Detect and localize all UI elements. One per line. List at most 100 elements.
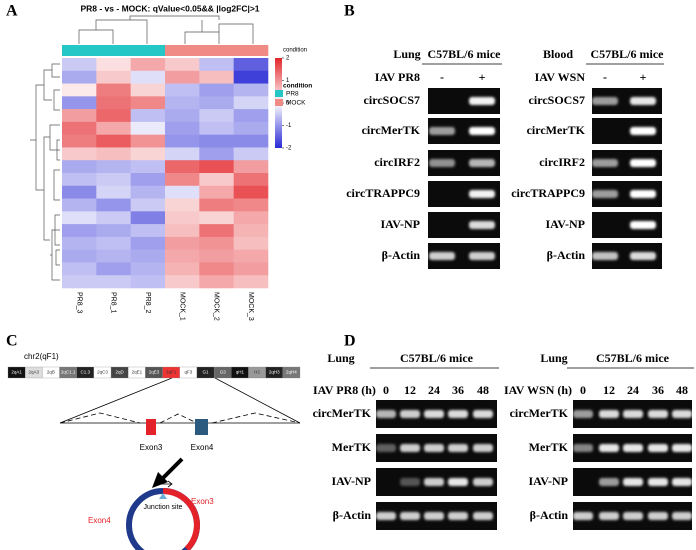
exon-label: Exon4: [191, 443, 214, 452]
band-label: 2qC1.1: [61, 370, 76, 375]
lane-label: 0: [580, 383, 586, 397]
lane-label: 36: [652, 383, 664, 397]
row-label: circIRF2: [374, 155, 420, 169]
exon4-box: [195, 419, 208, 435]
tissue-label: Lung: [393, 47, 420, 61]
treatment-label: IAV PR8 (h): [313, 383, 376, 397]
gel-band: [424, 512, 444, 520]
strain-label: C57BL/6 mice: [428, 47, 502, 61]
lane-label: 12: [603, 383, 615, 397]
band-label: 2qH3: [269, 370, 280, 375]
gel-band: [448, 444, 468, 452]
gel-band: [469, 127, 495, 135]
heatmap-cell: [62, 58, 97, 72]
heatmap-cell: [199, 224, 234, 238]
heatmap-cell: [62, 211, 97, 225]
band-label: G1: [203, 370, 210, 375]
gel-band: [648, 512, 668, 520]
panel-label: C: [6, 333, 18, 350]
heatmap-cell: [96, 236, 131, 250]
tissue-label: Lung: [540, 351, 567, 365]
band-label: 2qE3: [149, 370, 160, 375]
row-label: β-Actin: [530, 508, 569, 522]
heatmap-cell: [62, 147, 97, 161]
heatmap-cell: [165, 262, 200, 276]
lane-label: 12: [404, 383, 416, 397]
panel-label: D: [344, 333, 356, 350]
heatmap-cell: [165, 58, 200, 72]
row-label: IAV-NP: [331, 474, 371, 488]
lane-label: -: [440, 70, 444, 84]
row-label: IAV-NP: [528, 474, 568, 488]
heatmap-cell: [96, 249, 131, 263]
lane-label: -: [603, 70, 607, 84]
colorbar-tick-label: 2: [286, 56, 290, 62]
band-label: C1.3: [81, 370, 91, 375]
gel-band: [592, 159, 618, 167]
gel-band: [592, 190, 618, 198]
column-label: PR8_2: [144, 292, 151, 314]
gel-band: [648, 444, 668, 452]
gel-band: [630, 127, 656, 135]
heatmap-cell: [233, 134, 269, 148]
gel-band: [473, 410, 493, 418]
heatmap-cell: [130, 211, 166, 225]
heatmap-cell: [130, 236, 166, 250]
row-label: β-Actin: [333, 508, 372, 522]
heatmap-cell: [199, 83, 234, 97]
heatmap-cell: [130, 134, 166, 148]
gel-band: [672, 444, 692, 452]
heatmap-cell: [62, 185, 97, 199]
band-label: 2qE1: [132, 370, 143, 375]
row-label: circMerTK: [510, 406, 569, 420]
gel-band: [630, 252, 656, 260]
heatmap-cell: [199, 185, 234, 199]
gel-band: [592, 97, 618, 105]
heatmap-cell: [233, 249, 269, 263]
heatmap-cell: [130, 262, 166, 276]
heatmap-cell: [165, 173, 200, 187]
band-label: qF3: [184, 370, 192, 375]
heatmap-cell: [165, 96, 200, 110]
colorbar-tick-label: -1: [286, 123, 292, 129]
row-label: circSOCS7: [529, 93, 585, 107]
column-dendrogram: [78, 15, 254, 44]
heatmap-cell: [62, 173, 97, 187]
direction-arrow: [158, 480, 173, 488]
condition-cell: [62, 45, 97, 56]
row-label: circSOCS7: [364, 93, 420, 107]
heatmap-cell: [96, 262, 131, 276]
condition-cell: [233, 45, 269, 56]
gel-band: [630, 159, 656, 167]
heatmap-cell: [165, 134, 200, 148]
heatmap-cell: [62, 198, 97, 212]
row-label: circIRF2: [539, 155, 585, 169]
heatmap-cell: [96, 211, 131, 225]
gel-band: [672, 512, 692, 520]
heatmap-cell: [199, 198, 234, 212]
heatmap-cell: [62, 109, 97, 123]
heatmap-cell: [199, 275, 234, 289]
heatmap-cell: [165, 198, 200, 212]
row-label: IAV-NP: [545, 217, 585, 231]
gel-band: [469, 159, 495, 167]
heatmap-cell: [62, 236, 97, 250]
heatmap-cell: [233, 147, 269, 161]
heatmap-cell: [199, 96, 234, 110]
condition-cell: [199, 45, 234, 56]
gel-band: [429, 252, 455, 260]
heatmap-cell: [96, 121, 131, 135]
band-label: 2qA3: [29, 370, 40, 375]
chromosome-label: chr2(qF1): [24, 352, 59, 361]
heatmap-cell: [233, 236, 269, 250]
gel-band: [623, 444, 643, 452]
heatmap-cell: [199, 211, 234, 225]
heatmap-cell: [165, 275, 200, 289]
heatmap-cell: [199, 262, 234, 276]
heatmap-cell: [130, 109, 166, 123]
legend-label: PR8: [286, 91, 299, 98]
heatmap-cell: [165, 185, 200, 199]
heatmap-cell: [165, 249, 200, 263]
gel-band: [448, 410, 468, 418]
column-label: MOCK_1: [178, 292, 185, 321]
